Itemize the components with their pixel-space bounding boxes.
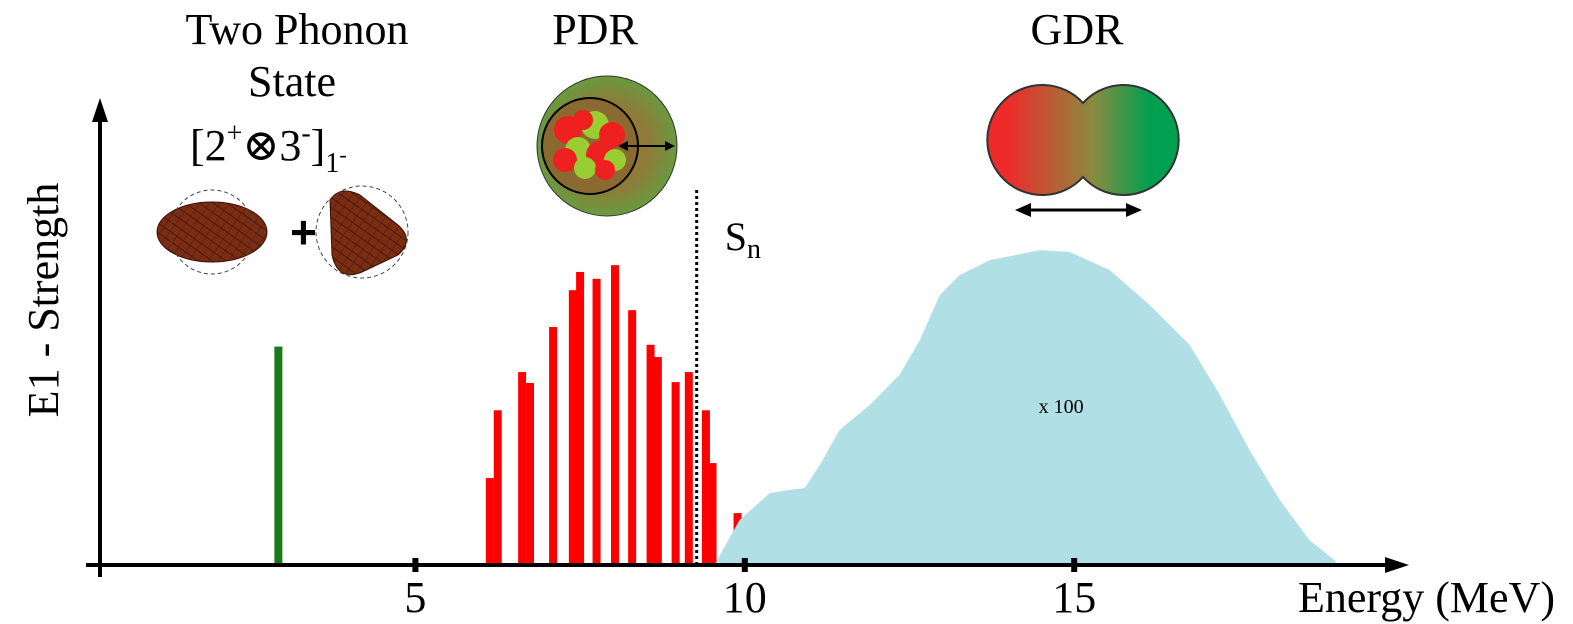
bar — [549, 327, 557, 565]
bar — [274, 347, 282, 565]
formula-part: - — [301, 118, 310, 149]
bar — [526, 383, 534, 565]
annotation: x 100 — [1039, 396, 1084, 418]
bar — [672, 382, 680, 565]
formula-part: ⊗3 — [242, 121, 301, 170]
x-axis-label: Energy (MeV) — [1298, 573, 1555, 622]
area — [714, 250, 1337, 565]
formula-part: 1 — [325, 148, 339, 179]
bar — [685, 372, 693, 565]
plot-area: x 100 Sn 5 10 15 — [86, 98, 1409, 622]
formula-part: - — [339, 142, 346, 167]
y-axis-arrow — [92, 98, 108, 122]
threshold-label: Sn — [725, 214, 761, 265]
x-tick-label: 5 — [404, 573, 426, 622]
phonon-illustration: + — [157, 186, 408, 278]
svg-text:+: + — [290, 206, 317, 258]
bar — [654, 357, 662, 565]
bar — [593, 279, 601, 565]
annotation: GDR — [1031, 5, 1125, 54]
page: {"chart_data": { "type": "spectrum", "xl… — [0, 0, 1573, 624]
threshold-subscript: n — [747, 234, 761, 265]
annotation: State — [248, 57, 336, 106]
x-axis-arrow — [1385, 557, 1409, 573]
bar — [518, 372, 526, 565]
bar — [569, 290, 577, 565]
y-axis-label: E1 - Strength — [19, 183, 68, 418]
bar — [576, 272, 584, 565]
bar — [647, 345, 655, 565]
pdr-illustration — [537, 76, 677, 216]
bar — [494, 410, 502, 565]
x-tick-label: 15 — [1052, 573, 1096, 622]
bar — [628, 310, 636, 565]
formula-part: [2 — [190, 121, 227, 170]
annotation: Two Phonon — [185, 5, 408, 54]
formula-part: ] — [311, 121, 326, 170]
gdr-illustration — [987, 85, 1178, 217]
x-tick-label: 10 — [723, 573, 767, 622]
formula-part: + — [227, 118, 243, 149]
bar — [611, 265, 619, 565]
annotation: PDR — [552, 5, 638, 54]
chart: x 100Sn51015 + Two Phonon State [2+⊗3-]1… — [0, 0, 1573, 624]
formula: [2+⊗3-]1- — [190, 118, 347, 179]
bar — [709, 463, 717, 565]
threshold-symbol: S — [725, 214, 747, 259]
bar — [486, 478, 494, 565]
